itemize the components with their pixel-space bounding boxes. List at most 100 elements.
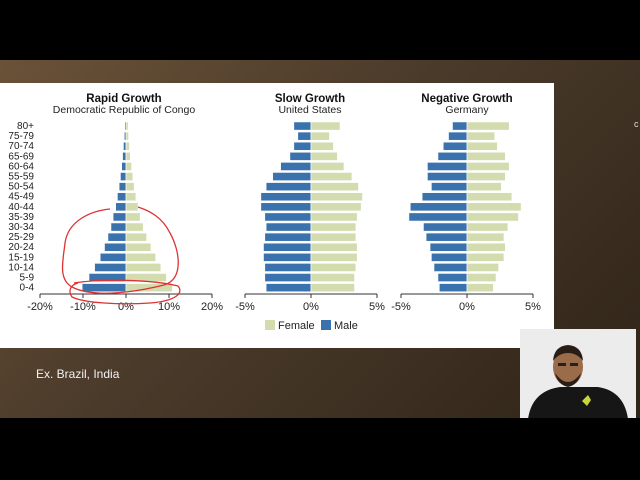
age-label: 50-54 xyxy=(8,182,34,193)
female-bar xyxy=(466,263,499,272)
male-bar xyxy=(263,252,312,262)
population-pyramids-figure: 80+ 75-79 70-74 65-69 60-64 55-59 50-54 45-49 40… xyxy=(0,83,554,348)
male-bar xyxy=(452,121,468,131)
age-label: 70-74 xyxy=(8,141,34,152)
male-bar xyxy=(293,141,312,151)
webcam-overlay xyxy=(520,329,636,418)
female-bar xyxy=(125,242,152,252)
slide-caption: Ex. Brazil, India xyxy=(36,367,120,381)
female-bar xyxy=(125,182,135,192)
female-bar xyxy=(466,212,519,222)
male-bar xyxy=(437,273,468,282)
chart-subtitle: United States xyxy=(278,104,341,116)
female-bar xyxy=(125,162,132,171)
female-bar xyxy=(125,121,129,131)
male-bar xyxy=(107,232,127,242)
male-bar xyxy=(265,182,312,192)
annotation-circle xyxy=(61,206,179,294)
male-bar xyxy=(448,131,468,141)
male-bar xyxy=(427,162,468,171)
male-bar xyxy=(431,252,468,262)
chart-title: Rapid Growth xyxy=(86,93,161,105)
male-bar xyxy=(442,141,468,151)
female-bar xyxy=(310,202,362,212)
male-bar xyxy=(117,192,127,202)
male-bar xyxy=(425,232,468,242)
male-bar xyxy=(265,222,312,232)
presentation-slide: 80+ 75-79 70-74 65-69 60-64 55-59 50-54 45-49 40… xyxy=(0,60,640,418)
male-bar xyxy=(264,232,312,242)
female-bar xyxy=(466,283,494,293)
male-bar xyxy=(438,283,468,293)
annotation-circle xyxy=(69,279,181,305)
x-tick-label: 0% xyxy=(459,301,475,313)
female-bar xyxy=(466,131,496,141)
age-label: 5-9 xyxy=(20,273,35,284)
male-bar xyxy=(293,121,312,131)
female-bar xyxy=(466,162,510,171)
age-label: 80+ xyxy=(17,121,34,132)
male-bar xyxy=(120,172,127,181)
age-label: 55-59 xyxy=(8,172,34,183)
male-bar xyxy=(272,172,312,181)
x-tick-label: 0% xyxy=(118,301,134,313)
edge-glyph: c xyxy=(634,119,639,129)
x-tick-label: -5% xyxy=(391,301,411,313)
female-bar xyxy=(310,222,357,232)
male-bar xyxy=(121,162,127,171)
male-bar xyxy=(409,202,468,212)
female-bar xyxy=(125,172,134,181)
male-bar xyxy=(99,252,127,262)
chart-title: Slow Growth xyxy=(275,93,345,105)
age-label: 30-34 xyxy=(8,222,34,233)
male-bar xyxy=(433,263,468,272)
female-bar xyxy=(125,202,139,212)
male-bar xyxy=(118,182,127,192)
female-bar xyxy=(466,273,497,282)
legend-male-label: Male xyxy=(334,320,358,332)
male-bar xyxy=(431,182,468,192)
female-bar xyxy=(466,252,505,262)
male-bar xyxy=(81,283,127,293)
female-bar xyxy=(310,151,338,161)
male-bar xyxy=(429,242,468,252)
age-label: 25-29 xyxy=(8,232,34,243)
female-bar xyxy=(310,242,358,252)
chart-subtitle: Germany xyxy=(445,104,489,116)
male-bar xyxy=(264,212,312,222)
x-tick-label: 0% xyxy=(303,301,319,313)
age-label: 75-79 xyxy=(8,131,34,142)
female-bar xyxy=(125,151,131,161)
female-bar xyxy=(125,263,162,272)
age-label: 40-44 xyxy=(8,202,34,213)
female-bar xyxy=(125,252,156,262)
female-bar xyxy=(125,131,129,141)
female-bar xyxy=(310,131,330,141)
legend-male-swatch xyxy=(321,320,331,330)
legend-female-label: Female xyxy=(278,320,315,332)
male-bar xyxy=(264,263,312,272)
male-bar xyxy=(423,222,468,232)
x-tick-label: 5% xyxy=(369,301,385,313)
female-bar xyxy=(125,222,144,232)
male-bar xyxy=(104,242,127,252)
chart-subtitle: Democratic Republic of Congo xyxy=(53,104,196,116)
female-bar xyxy=(310,263,357,272)
legend-female-swatch xyxy=(265,320,275,330)
female-bar xyxy=(466,141,498,151)
male-bar xyxy=(110,222,127,232)
female-bar xyxy=(310,121,341,131)
male-bar xyxy=(421,192,468,202)
female-bar xyxy=(466,121,510,131)
male-bar xyxy=(437,151,468,161)
male-bar xyxy=(297,131,312,141)
female-bar xyxy=(466,202,522,212)
presenter-avatar xyxy=(520,329,636,418)
female-bar xyxy=(466,172,506,181)
female-bar xyxy=(125,141,130,151)
age-label: 20-24 xyxy=(8,242,34,253)
male-bar xyxy=(280,162,312,171)
male-bar xyxy=(289,151,312,161)
age-label: 35-39 xyxy=(8,212,34,223)
age-label: 15-19 xyxy=(8,252,34,263)
